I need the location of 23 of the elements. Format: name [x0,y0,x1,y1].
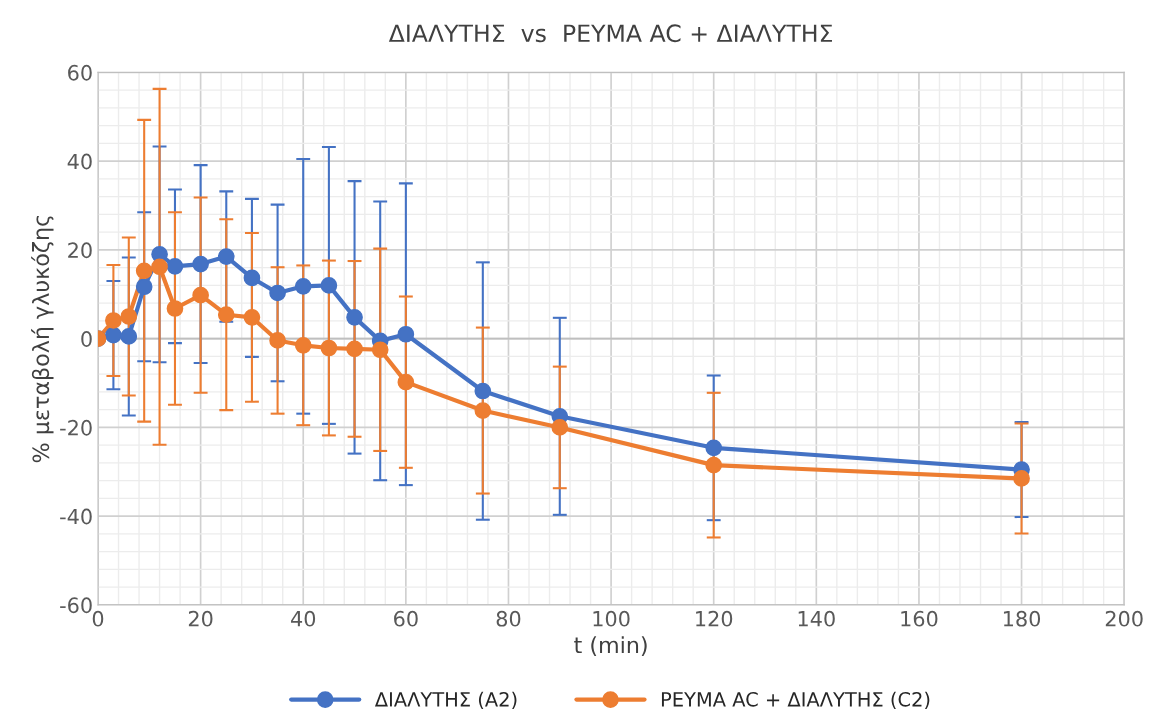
y-tick-label: -60 [60,597,92,614]
x-tick-label: 100 [593,610,630,627]
legend-label: ΡΕΥΜΑ AC + ΔΙΑΛΥΤΗΣ (C2) [661,691,930,709]
y-tick-label: 20 [68,242,92,259]
x-tick-label: 40 [291,610,316,627]
x-tick-label: 140 [798,610,835,627]
x-tick-label: 80 [496,610,521,627]
y-tick-label: -20 [60,419,92,436]
y-tick-label: 0 [81,331,92,347]
x-axis-title: t (min) [574,636,647,657]
chart-title: ΔΙΑΛΥΤΗΣ vs ΡΕΥΜΑ AC + ΔΙΑΛΥΤΗΣ [388,24,832,43]
x-tick-label: 0 [92,610,104,627]
x-tick-label: 180 [1003,610,1041,627]
x-tick-label: 60 [394,610,418,627]
x-tick-label: 200 [1105,610,1143,627]
y-axis-title: % μεταβολή γλυκόζης [31,216,54,463]
x-tick-label: 160 [901,610,938,627]
x-tick-label: 20 [188,610,213,627]
x-tick-label: 120 [696,610,733,627]
y-tick-label: 40 [67,153,92,170]
legend-label: ΔΙΑΛΥΤΗΣ (A2) [374,691,517,709]
y-tick-label: 60 [68,64,92,81]
y-tick-label: -40 [60,508,92,525]
